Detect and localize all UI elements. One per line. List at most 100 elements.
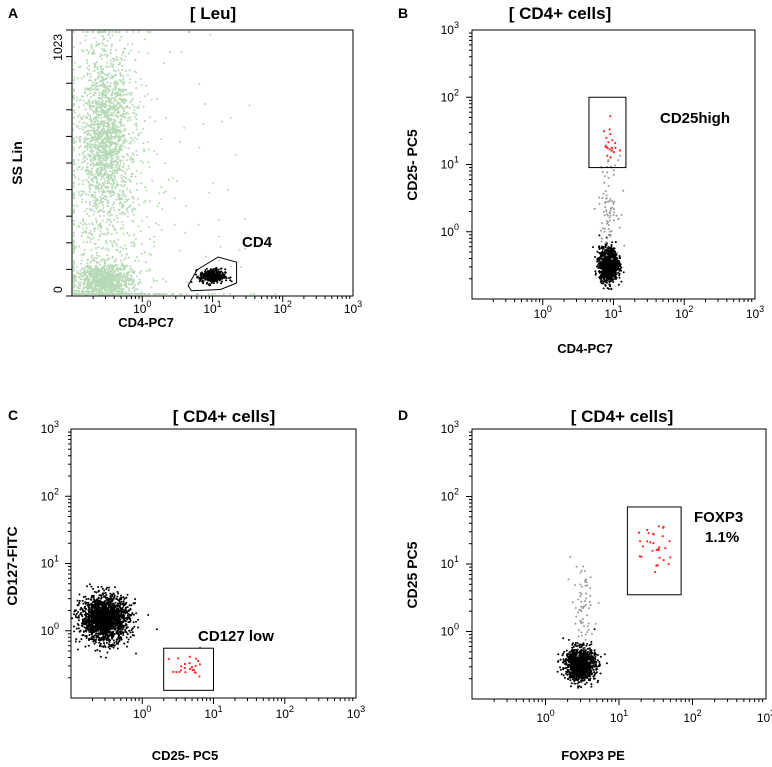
data-point <box>96 135 99 138</box>
data-point <box>84 278 87 281</box>
data-point <box>101 71 104 74</box>
data-point <box>139 100 142 103</box>
data-point <box>129 116 132 119</box>
data-point <box>120 120 123 123</box>
data-point <box>87 173 90 176</box>
data-point <box>78 153 81 156</box>
data-point <box>109 182 112 185</box>
data-point <box>120 36 123 39</box>
data-point <box>129 107 131 109</box>
data-point <box>122 142 125 145</box>
data-point <box>83 252 86 255</box>
data-point <box>88 92 91 95</box>
data-point <box>109 52 112 55</box>
data-point <box>108 271 110 274</box>
data-point <box>108 120 111 122</box>
data-point <box>122 212 125 215</box>
scatter-points <box>592 115 626 291</box>
data-point <box>234 153 237 156</box>
data-point <box>92 51 95 54</box>
data-point <box>78 193 81 196</box>
data-point <box>86 72 89 75</box>
data-point <box>161 293 164 295</box>
data-point <box>122 78 125 81</box>
data-point <box>109 59 112 62</box>
data-point <box>82 227 85 230</box>
data-point <box>230 265 233 268</box>
data-point <box>112 206 115 209</box>
data-point <box>115 198 117 201</box>
data-point <box>119 251 121 254</box>
data-point <box>142 127 145 130</box>
data-point <box>196 293 198 295</box>
data-point <box>93 120 96 123</box>
data-point <box>201 276 204 279</box>
data-point <box>80 262 82 265</box>
data-point <box>124 266 127 269</box>
data-point <box>99 183 102 186</box>
data-point <box>101 31 104 33</box>
data-point <box>103 214 105 217</box>
data-point <box>111 64 113 67</box>
data-point <box>216 271 219 274</box>
data-point <box>113 192 116 195</box>
data-point <box>132 241 135 244</box>
data-point <box>204 274 207 277</box>
data-point <box>108 126 111 128</box>
data-point <box>80 77 83 80</box>
data-point <box>592 246 594 249</box>
data-point <box>92 93 94 96</box>
data-point <box>106 111 109 114</box>
data-point <box>104 121 107 124</box>
data-point <box>78 106 80 109</box>
data-point <box>219 246 222 248</box>
data-point <box>93 201 96 204</box>
data-point <box>129 274 132 277</box>
data-point <box>100 93 103 96</box>
data-point <box>120 180 123 183</box>
data-point <box>132 220 135 223</box>
data-point <box>74 275 77 277</box>
data-point <box>81 183 84 186</box>
data-point <box>115 268 118 271</box>
data-point <box>130 293 133 295</box>
data-point <box>107 91 110 94</box>
data-point <box>116 283 119 286</box>
data-point <box>89 159 92 162</box>
data-point <box>91 167 93 170</box>
data-point <box>90 285 93 288</box>
data-point <box>601 252 604 255</box>
data-point <box>103 116 106 118</box>
data-point <box>113 209 116 212</box>
data-point <box>76 115 79 118</box>
data-point <box>86 112 89 115</box>
data-point <box>96 168 99 170</box>
data-point <box>95 207 98 210</box>
data-point <box>114 127 117 130</box>
data-point <box>224 271 226 274</box>
data-point <box>95 221 98 224</box>
data-point <box>608 272 611 275</box>
data-point <box>127 52 130 55</box>
x-tick-label: 103 <box>344 299 362 316</box>
data-point <box>122 156 125 159</box>
data-point <box>603 270 606 273</box>
data-point <box>100 135 103 138</box>
data-point <box>91 171 94 174</box>
data-point <box>132 197 135 200</box>
data-point <box>108 257 111 260</box>
data-point <box>128 69 131 72</box>
data-point <box>113 135 116 138</box>
data-point <box>160 186 163 188</box>
data-point <box>253 293 256 295</box>
data-point <box>101 258 104 261</box>
data-point <box>82 254 85 257</box>
data-point <box>79 269 82 272</box>
data-point <box>162 277 165 280</box>
data-point <box>148 293 151 295</box>
data-point <box>126 106 129 109</box>
data-point <box>73 211 75 214</box>
data-point <box>137 198 140 200</box>
data-point <box>92 163 95 166</box>
data-point <box>115 232 118 234</box>
